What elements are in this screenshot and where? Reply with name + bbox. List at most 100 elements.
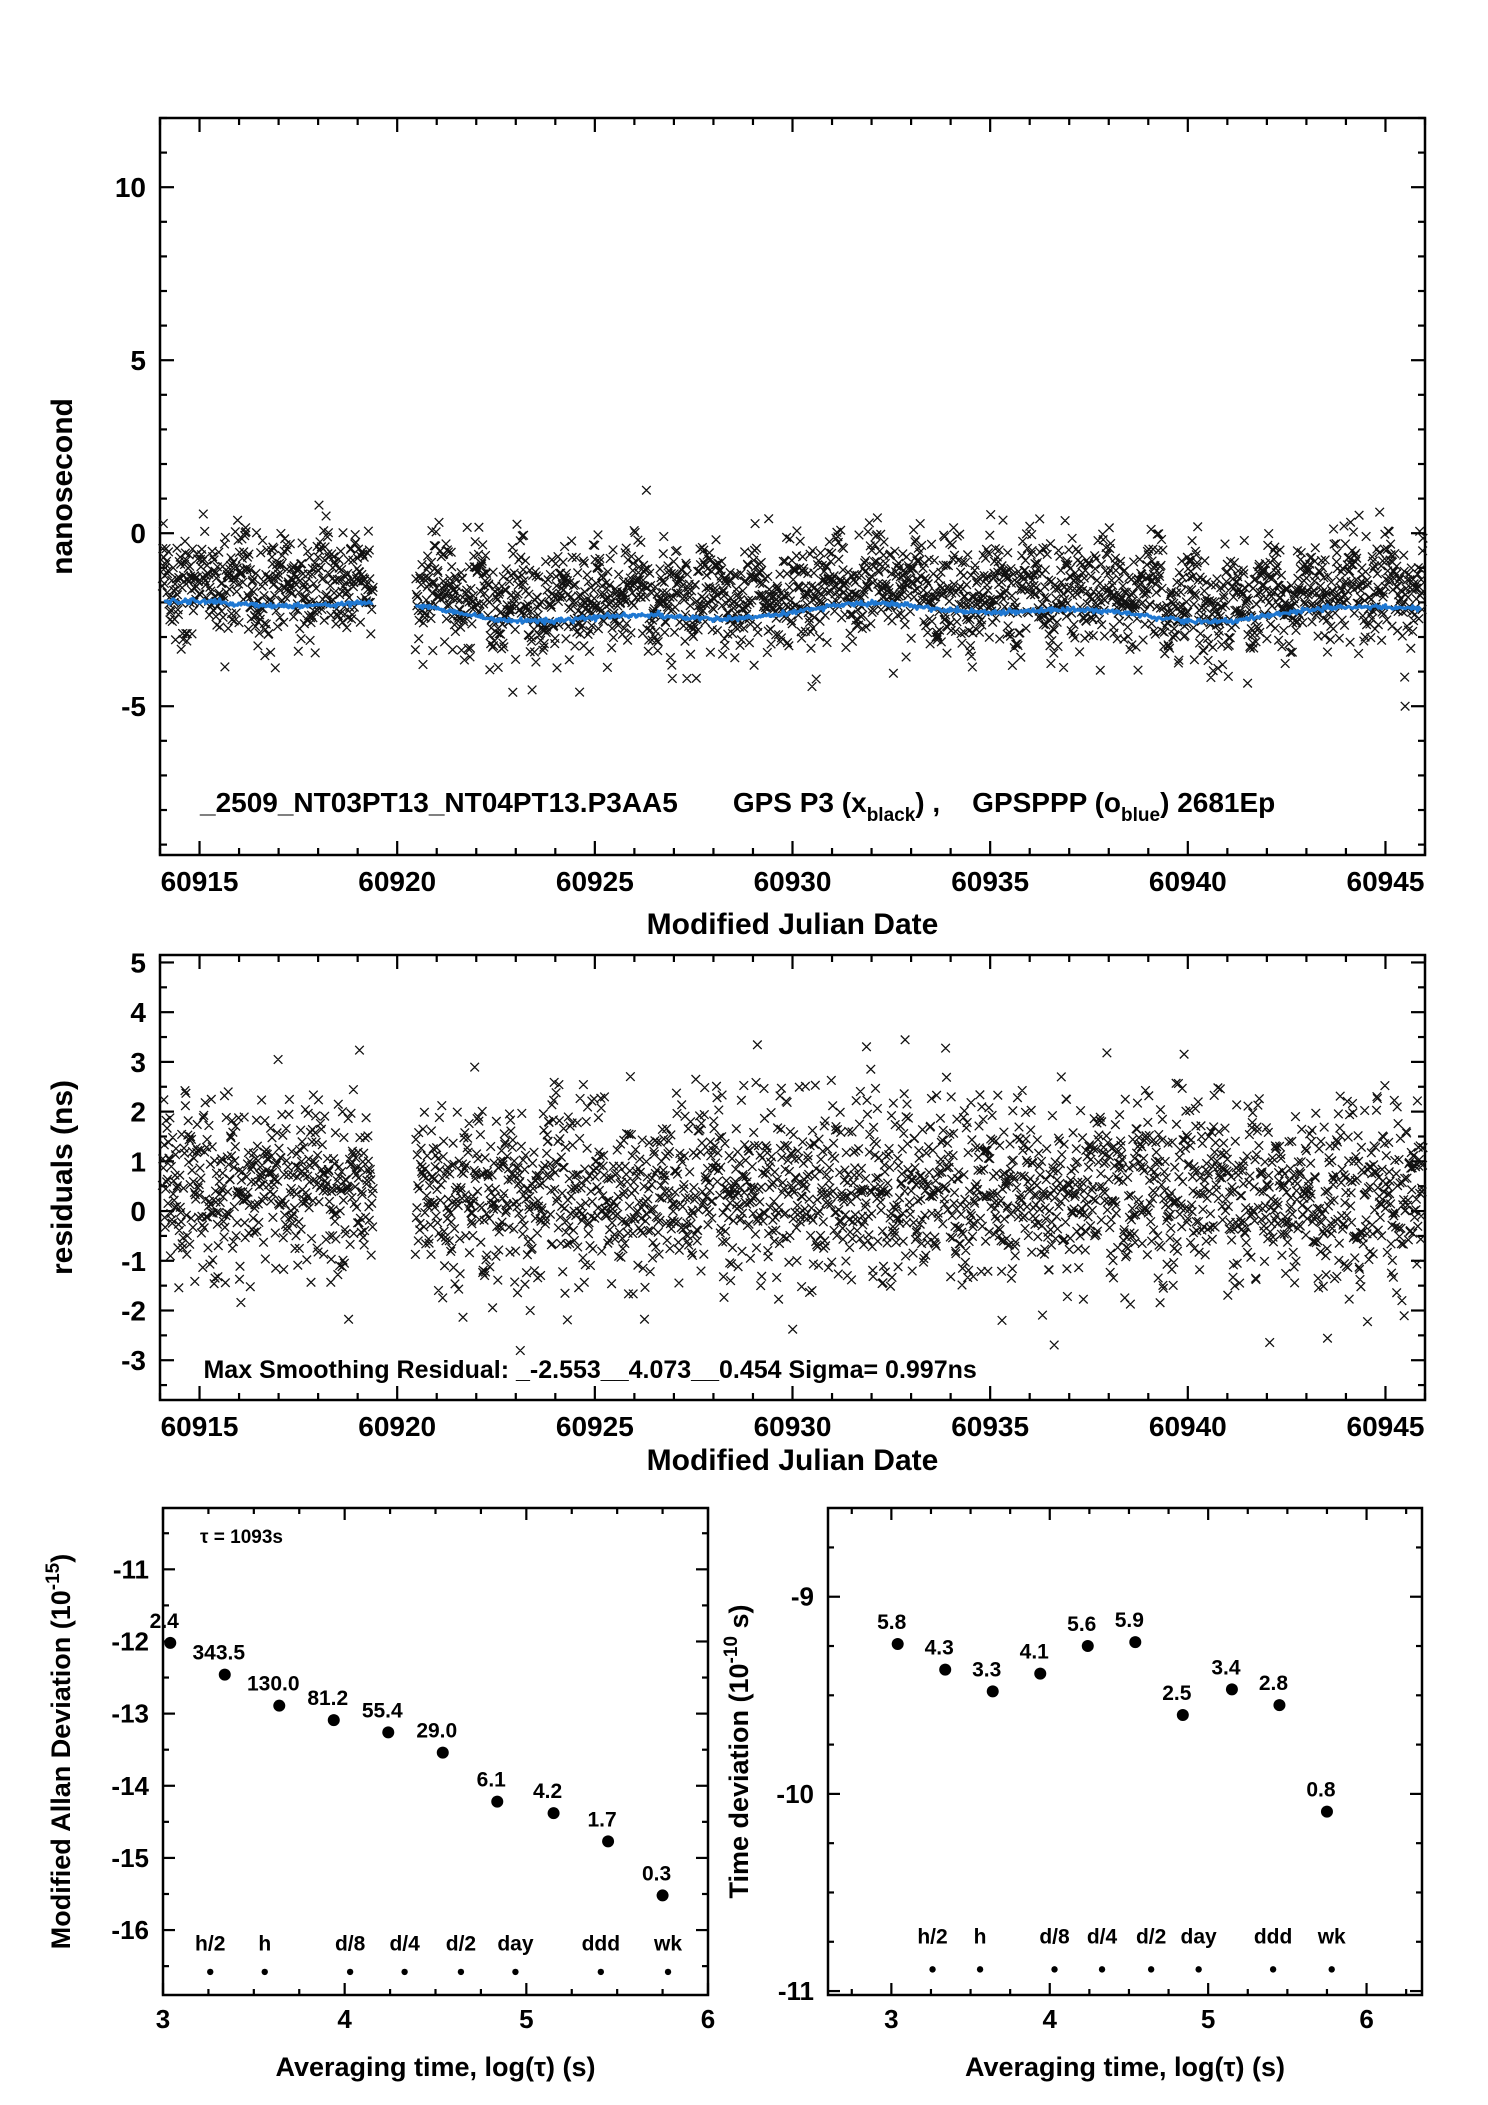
residuals-x-markers: [157, 1035, 1428, 1356]
top-x-tick-label: 60945: [1347, 866, 1425, 897]
bottom_right-x-tick-label: 4: [1043, 2004, 1058, 2034]
time-unit-label: h/2: [917, 1926, 947, 1949]
time-unit-dot: [1269, 1966, 1277, 1973]
time-unit-dot: [207, 1968, 214, 1976]
legend-gpsppp: GPSPPP (o: [972, 787, 1121, 818]
bottom_right-x-tick-label: 6: [1359, 2004, 1373, 2034]
bottom_right-y-tick-label: -10: [776, 1779, 814, 1809]
legend-gps-p3: GPS P3 (x: [733, 787, 867, 818]
y-title-end: ): [46, 1554, 76, 1563]
gpsppp-smoothed-line: [163, 597, 1423, 626]
bottom_left-y-tick-label: -16: [111, 1915, 149, 1945]
bottom_left-data-point: [547, 1807, 560, 1820]
time-unit-dot: [512, 1968, 519, 1976]
time-unit-dot: [976, 1966, 984, 1973]
time-unit-dot: [457, 1968, 465, 1976]
bottom_left-y-tick-label: -11: [113, 1554, 149, 1584]
time-unit-label: h/2: [195, 1932, 225, 1955]
bottom_left-point-value-label: 1.7: [587, 1808, 616, 1831]
bottom_right-frame: [826, 1506, 1424, 1997]
time-unit-dot: [1098, 1966, 1106, 1973]
legend-blue-subscript: blue: [1121, 805, 1160, 826]
middle-axes: 60915 60920 60925 60930 60935 60940 60945 5 4 3 2 1…: [121, 947, 1427, 1442]
time-unit-label: d/4: [389, 1932, 420, 1955]
bottom_left-point-value-label: 0.3: [642, 1862, 671, 1885]
bottom_right-data-point: [1225, 1683, 1238, 1696]
legend-black-subscript: black: [867, 805, 916, 826]
bottom_right-data-point: [891, 1638, 904, 1651]
bottom_right-point-value-label: 4.1: [1020, 1641, 1050, 1664]
bottom_left-point-value-label: 130.0: [247, 1673, 300, 1696]
time-unit-dot: [929, 1966, 936, 1973]
top-y-tick-label: 5: [130, 345, 146, 376]
bottom_right-x-tick-label: 3: [884, 2004, 898, 2034]
bottom_left-point-value-label: 343.5: [192, 1642, 245, 1665]
top-y-tick-label: -5: [121, 691, 146, 722]
time-unit-dot: [1328, 1966, 1335, 1973]
bottom_right-data-point: [939, 1663, 952, 1676]
top-x-tick-label: 60920: [358, 866, 436, 897]
bottom_right-data-point: [1320, 1805, 1333, 1818]
middle-y-tick-label: 3: [130, 1047, 146, 1078]
legend-gpsppp-end: ) 2681Ep: [1160, 787, 1275, 818]
middle-y-tick-label: -2: [121, 1296, 146, 1327]
middle-y-tick-label: -1: [121, 1246, 146, 1277]
bottom_right-point-value-label: 3.3: [972, 1658, 1001, 1681]
middle-y-tick-label: 4: [130, 997, 146, 1028]
bottom_left-data-point: [327, 1714, 340, 1727]
bottom_left-y-tick-label: -15: [111, 1843, 149, 1873]
bottom_left-point-value-label: 2.4: [150, 1610, 180, 1633]
bottom_left-data-point: [164, 1636, 177, 1649]
title-file-id: _2509_NT03PT13_NT04PT13.P3AA5: [199, 787, 678, 818]
time-unit-label: day: [1181, 1926, 1218, 1949]
top-y-tick-label: 10: [115, 172, 146, 203]
bottom_right-point-value-label: 5.8: [877, 1611, 907, 1634]
bottom_right-data-point: [1129, 1636, 1142, 1649]
bottom_right-data-point: [1034, 1667, 1047, 1680]
top-y-axis-title: nanosecond: [46, 398, 79, 575]
bottom_left-x-tick-label: 5: [519, 2004, 533, 2034]
top-x-tick-label: 60930: [754, 866, 832, 897]
middle-y-axis-title: residuals (ns): [46, 1080, 79, 1275]
time-unit-label: h: [258, 1932, 271, 1955]
middle-x-tick-label: 60935: [951, 1411, 1029, 1442]
time-unit-dot: [1195, 1966, 1202, 1973]
legend-gps-p3-end: ) ,: [915, 787, 940, 818]
time-unit-dot: [1051, 1966, 1058, 1973]
time-unit-label: h: [974, 1926, 987, 1949]
bottom_left-x-axis-title: Averaging time, log(τ) (s): [275, 2052, 595, 2082]
bottom_right-point-value-label: 2.5: [1162, 1682, 1192, 1705]
middle-x-tick-label: 60915: [161, 1411, 239, 1442]
bottom_left-data-point: [382, 1726, 395, 1739]
top-x-axis-title: Modified Julian Date: [647, 908, 939, 941]
plot-title: _2509_NT03PT13_NT04PT13.P3AA5 GPS P3 (xbl…: [199, 787, 1275, 826]
bottom_right-y-tick-label: -9: [791, 1582, 814, 1612]
middle-x-tick-label: 60925: [556, 1411, 634, 1442]
time-unit-label: ddd: [582, 1932, 620, 1955]
bottom_right-point-value-label: 2.8: [1259, 1672, 1289, 1695]
time-unit-label: wk: [653, 1932, 682, 1955]
bottom_right-y-axis-title: Time deviation (10-10 s): [721, 1604, 754, 1898]
time-unit-dot: [346, 1968, 354, 1976]
bottom_left-y-tick-label: -13: [111, 1699, 149, 1729]
time-unit-dot: [664, 1968, 672, 1976]
y-title-exponent: -10: [721, 1636, 742, 1663]
bottom_left-y-tick-label: -12: [111, 1626, 149, 1656]
time-unit-label: day: [497, 1932, 534, 1955]
bottom_right-x-tick-label: 5: [1201, 2004, 1215, 2034]
bottom_left-axes: 3 4 5 6 -11 -12 -13 -14 -15 -16: [111, 1506, 715, 2034]
bottom_right-data-point: [1081, 1640, 1094, 1653]
bottom_right-data-point: [986, 1685, 999, 1698]
bottom_left-x-tick-label: 3: [156, 2004, 170, 2034]
y-title-end: s): [724, 1604, 754, 1636]
bottom_right-point-value-label: 5.9: [1115, 1609, 1144, 1632]
bottom_left-point-value-label: 6.1: [477, 1769, 507, 1792]
bottom_left-point-value-label: 29.0: [416, 1720, 457, 1743]
bottom_right-point-value-label: 4.3: [925, 1637, 954, 1660]
bottom_right-point-value-label: 3.4: [1211, 1656, 1241, 1679]
bottom_left-data-point: [602, 1835, 615, 1848]
time-unit-dot: [597, 1968, 605, 1976]
middle-y-tick-label: 1: [130, 1146, 146, 1177]
top-x-tick-label: 60940: [1149, 866, 1227, 897]
